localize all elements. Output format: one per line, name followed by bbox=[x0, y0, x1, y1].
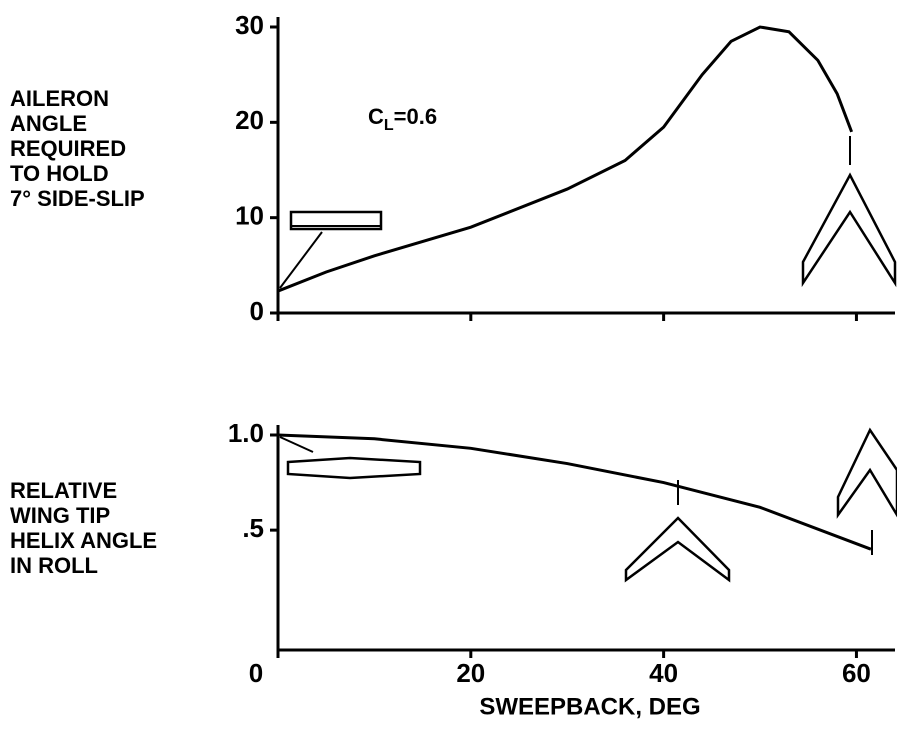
y-tick-label: .5 bbox=[242, 513, 264, 543]
y-label: ANGLE bbox=[10, 111, 87, 136]
swept-wing bbox=[624, 516, 731, 583]
annotation-part: C bbox=[368, 104, 384, 129]
y-tick-label: 30 bbox=[235, 10, 264, 40]
y-tick-label: 1.0 bbox=[228, 418, 264, 448]
y-label: WING TIP bbox=[10, 503, 110, 528]
x-label: SWEEPBACK, DEG bbox=[479, 693, 700, 720]
y-label: REQUIRED bbox=[10, 136, 126, 161]
annotation-part: =0.6 bbox=[394, 104, 437, 129]
y-tick-label: 0 bbox=[250, 296, 264, 326]
y-label: AILERON bbox=[10, 86, 109, 111]
y-tick-label: 20 bbox=[235, 105, 264, 135]
y-label: IN ROLL bbox=[10, 553, 98, 578]
leader bbox=[279, 436, 314, 453]
y-label: 7° SIDE-SLIP bbox=[10, 186, 145, 211]
y-label: RELATIVE bbox=[10, 478, 117, 503]
x-tick-label: 60 bbox=[842, 658, 871, 688]
y-label: HELIX ANGLE bbox=[10, 528, 157, 553]
x-tick-label: 0 bbox=[249, 658, 263, 688]
x-tick-label: 40 bbox=[649, 658, 678, 688]
data-line bbox=[277, 25, 854, 293]
swept-wing bbox=[836, 427, 897, 519]
annotation: CL=0.6 bbox=[368, 104, 437, 134]
leader bbox=[279, 231, 323, 289]
tapered-wing bbox=[286, 456, 422, 480]
swept-wing bbox=[801, 172, 897, 288]
y-tick-label: 10 bbox=[235, 201, 264, 231]
data-line bbox=[277, 433, 872, 551]
x-tick-label: 20 bbox=[456, 658, 485, 688]
y-label: TO HOLD bbox=[10, 161, 109, 186]
straight-wing bbox=[289, 210, 383, 231]
annotation-part: L bbox=[384, 117, 394, 134]
wing-icons bbox=[279, 136, 897, 583]
